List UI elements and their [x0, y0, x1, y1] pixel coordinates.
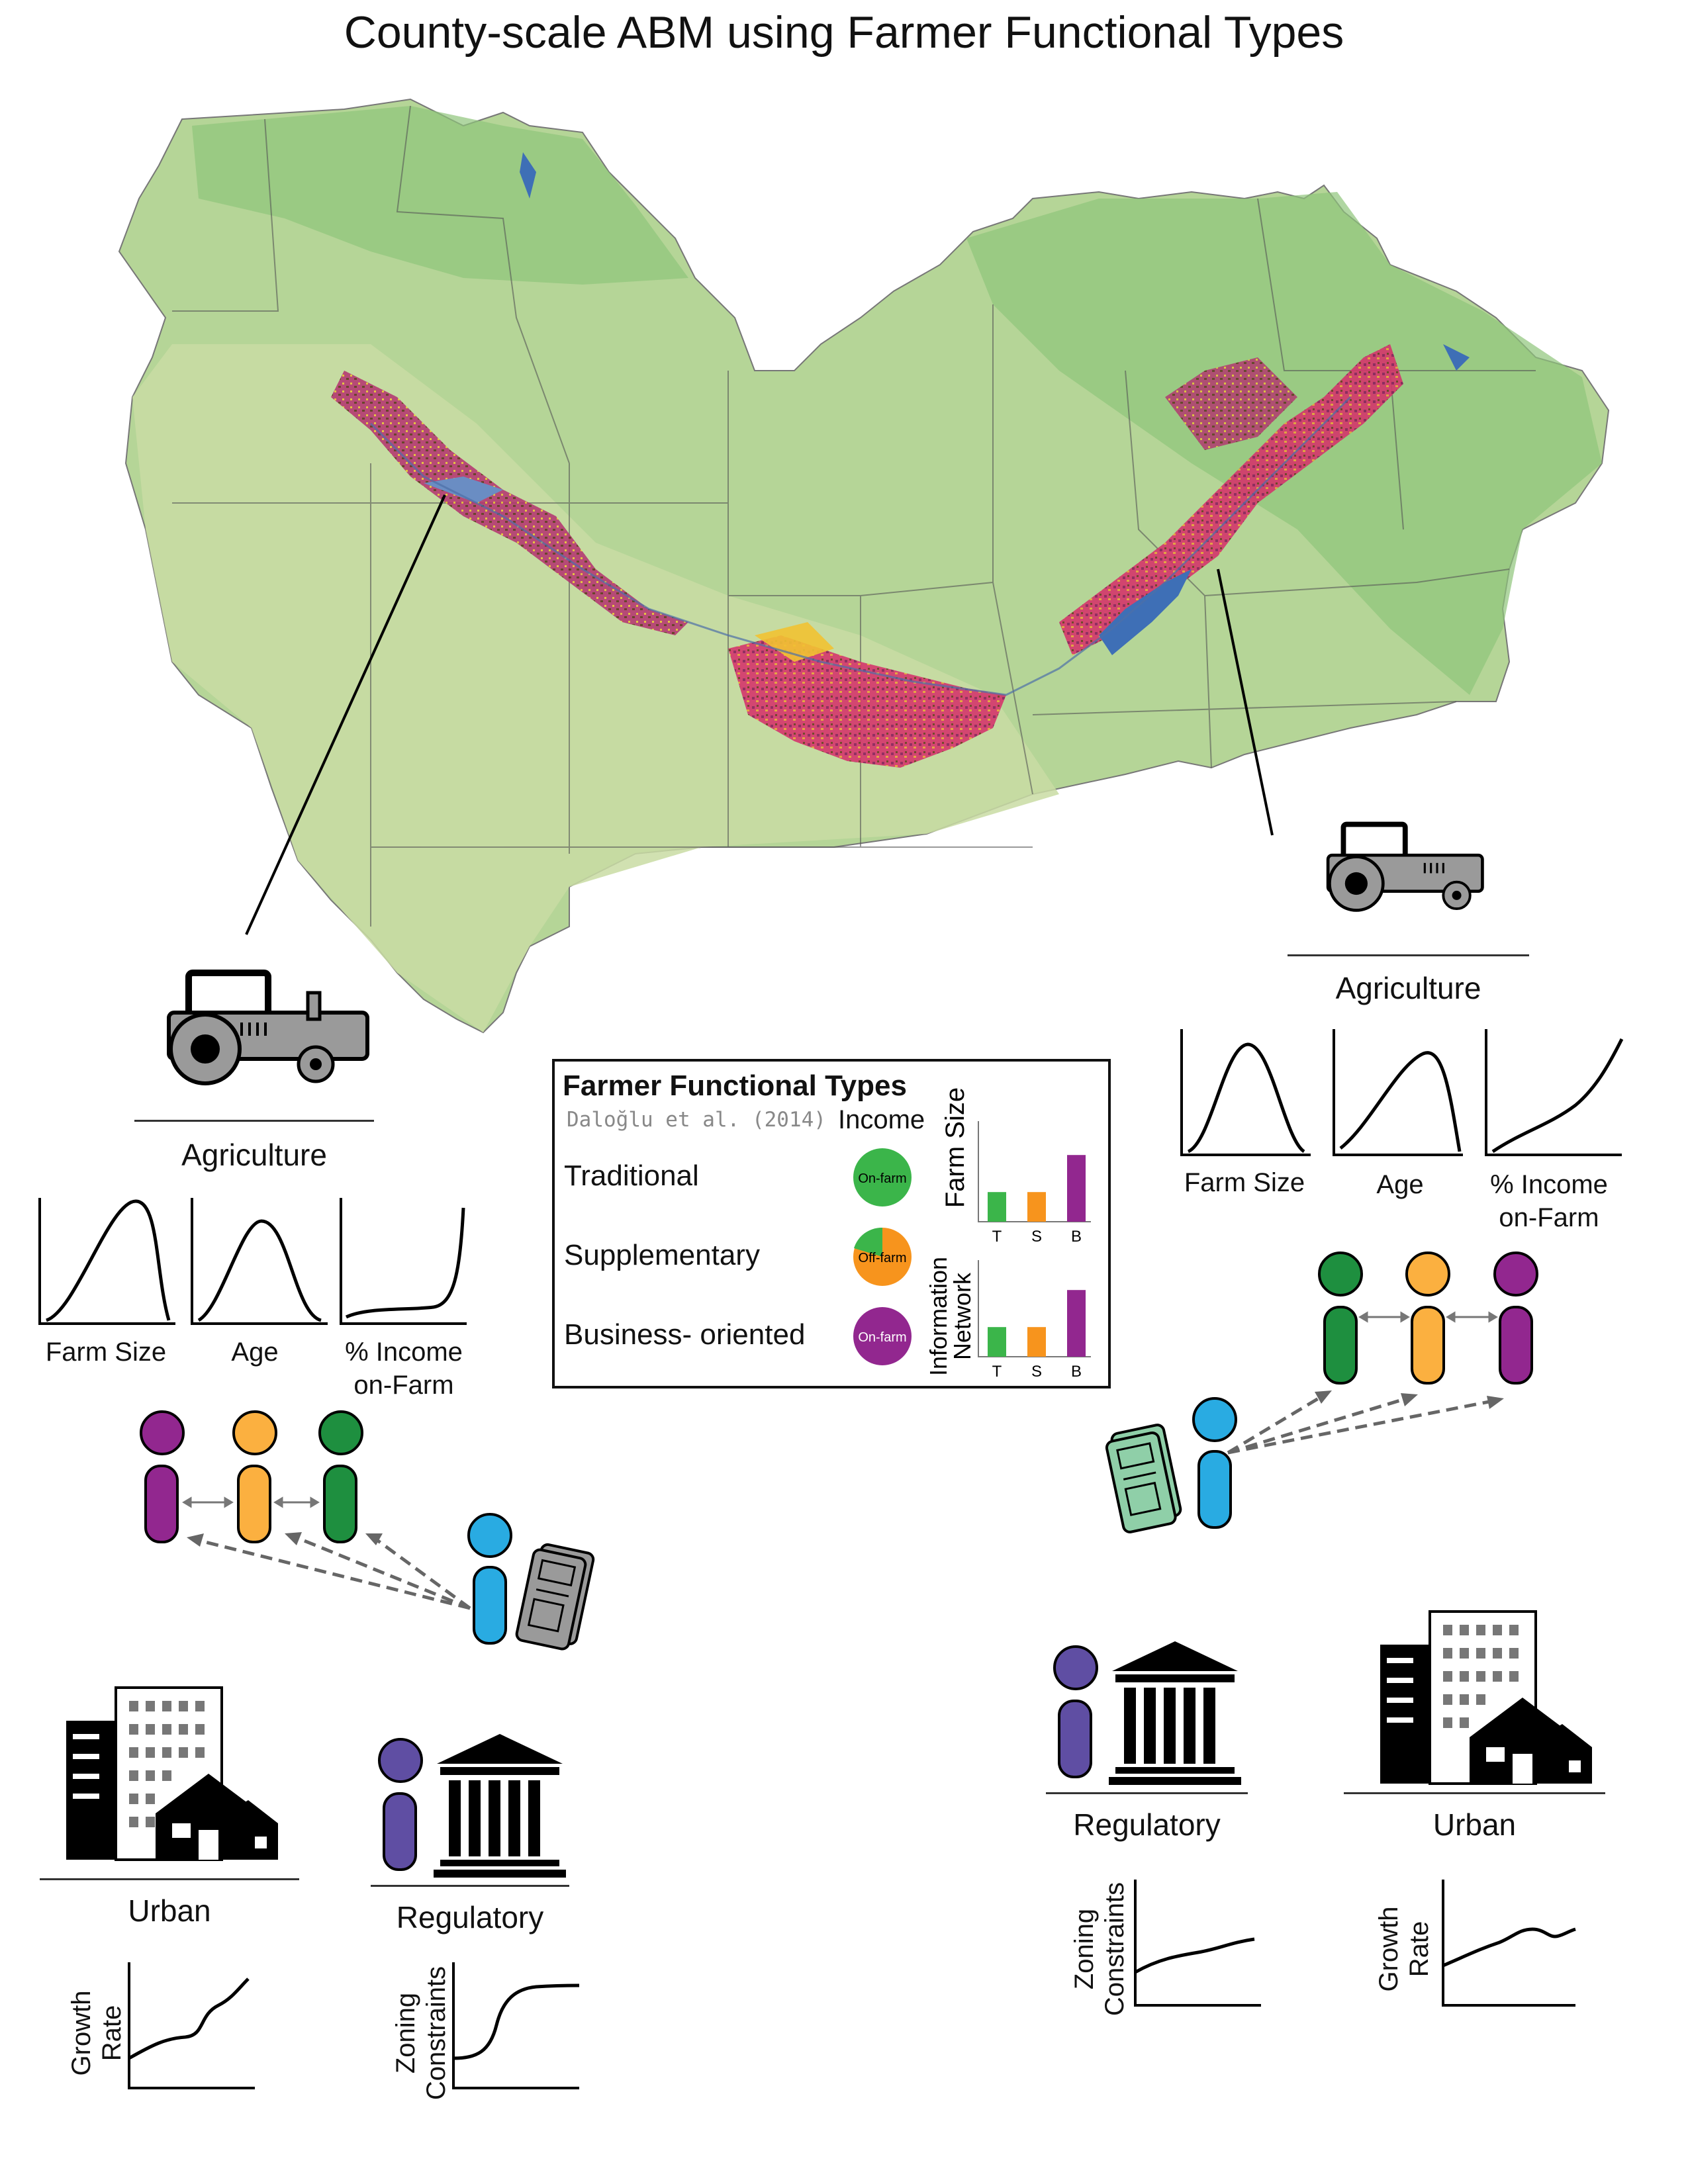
left-growth-axis-label: Growth Rate	[67, 1990, 126, 2076]
divider	[40, 1878, 299, 1880]
left-growth-plot	[128, 1962, 255, 2089]
bar-tick-B: B	[1071, 1228, 1082, 1246]
info-agent-icon	[1192, 1397, 1237, 1529]
page-title: County-scale ABM using Farmer Functional…	[344, 7, 1344, 58]
right-agriculture-plots	[1180, 1029, 1624, 1156]
map-forest-north	[192, 106, 688, 285]
bar-B	[1067, 1290, 1086, 1357]
left-agriculture-label: Agriculture	[181, 1138, 327, 1172]
divider	[1344, 1792, 1605, 1794]
map-ag-belt-east	[1059, 344, 1403, 655]
info-agent-icon	[467, 1513, 512, 1645]
right-growth-axis-label: Growth Rate	[1374, 1906, 1434, 1992]
pie-label-traditional: On-farm	[858, 1171, 906, 1186]
farmer-traditional-icon	[1318, 1251, 1363, 1385]
pie-label-supplementary: Off-farm	[859, 1251, 907, 1265]
divider	[1046, 1792, 1248, 1794]
right-plot-label-age: Age	[1376, 1170, 1424, 1199]
map-ag-belt-west	[331, 371, 688, 635]
legend-type-business: Business- oriented	[564, 1318, 806, 1351]
legend-citation: Daloğlu et al. (2014)	[567, 1108, 826, 1132]
callout-line-right	[1217, 569, 1274, 836]
legend-income-pies: On-farm Off-farm On-farm	[853, 1148, 912, 1365]
legend-type-supplementary: Supplementary	[564, 1239, 760, 1271]
legend-type-traditional: Traditional	[564, 1160, 699, 1192]
farmer-supplementary-icon	[232, 1410, 277, 1543]
farmer-business-icon	[1493, 1251, 1538, 1385]
courthouse-icon	[1109, 1641, 1241, 1785]
callout-line-left	[245, 494, 446, 935]
right-agriculture-label: Agriculture	[1335, 971, 1481, 1005]
legend-income-header: Income	[838, 1105, 925, 1134]
income-pie-supplementary	[853, 1227, 912, 1286]
bar-chart-1-bars	[988, 1155, 1086, 1222]
bar-tick-T: T	[992, 1363, 1002, 1381]
right-plot-label-farm-size: Farm Size	[1184, 1168, 1305, 1197]
regulatory-icon	[1053, 1641, 1241, 1785]
right-info-flow	[1105, 1390, 1504, 1533]
newspaper-icon	[515, 1543, 595, 1651]
bar-chart-2-bars	[988, 1290, 1086, 1357]
map-lake	[1099, 569, 1192, 655]
left-regulatory-label: Regulatory	[396, 1900, 544, 1934]
right-regulatory-label: Regulatory	[1073, 1807, 1221, 1842]
newspaper-icon	[1105, 1424, 1182, 1533]
farmer-supplementary-icon	[1405, 1251, 1450, 1385]
bar-chart-2-ylabel-2: Network	[949, 1272, 976, 1360]
urban-buildings-icon	[66, 1686, 278, 1861]
bar-B	[1067, 1155, 1086, 1222]
bar-tick-S: S	[1031, 1228, 1042, 1246]
courthouse-icon	[434, 1734, 566, 1878]
farmer-traditional-icon	[318, 1410, 363, 1543]
map-plains	[132, 344, 1059, 1032]
legend-title: Farmer Functional Types	[563, 1069, 907, 1102]
bar-chart-1-ylabel: Farm Size	[941, 1087, 970, 1208]
left-plot-label-age: Age	[231, 1338, 279, 1367]
left-zoning-axis-label: Zoning Constraints	[391, 1966, 451, 2101]
right-urban-label: Urban	[1432, 1807, 1517, 1842]
left-info-flow	[187, 1513, 595, 1651]
left-zoning-plot	[452, 1962, 580, 2089]
pie-label-business: On-farm	[858, 1330, 906, 1345]
divider	[371, 1885, 569, 1887]
divider	[1288, 954, 1529, 956]
right-farmer-network	[1318, 1251, 1538, 1385]
right-zoning-plot	[1134, 1880, 1261, 2007]
bar-S	[1027, 1192, 1046, 1222]
right-growth-plot	[1442, 1880, 1576, 2007]
right-plot-label-income: % Income on-Farm	[1490, 1170, 1608, 1232]
tractor-icon	[167, 970, 369, 1085]
income-pie-business	[853, 1307, 912, 1365]
regulatory-icon	[378, 1734, 566, 1878]
map-ag-belt-central	[728, 635, 1006, 768]
left-plot-label-income: % Income on-Farm	[345, 1338, 463, 1400]
left-farmer-network	[140, 1410, 363, 1543]
bar-tick-B: B	[1071, 1363, 1082, 1381]
left-agriculture-plots	[38, 1198, 467, 1325]
bar-tick-S: S	[1031, 1363, 1042, 1381]
farmer-business-icon	[140, 1410, 185, 1543]
bar-chart-2-ylabel-1: Information	[925, 1257, 952, 1376]
tractor-icon	[1326, 821, 1484, 912]
left-plot-label-farm-size: Farm Size	[45, 1338, 167, 1367]
income-pie-traditional	[853, 1148, 912, 1206]
divider	[134, 1120, 374, 1122]
regulator-person-icon	[378, 1738, 423, 1871]
left-urban-label: Urban	[128, 1893, 211, 1928]
bar-T	[988, 1192, 1006, 1222]
bar-tick-T: T	[992, 1228, 1002, 1246]
farmer-types-legend: Farmer Functional Types Daloğlu et al. (…	[552, 1059, 1111, 1388]
right-zoning-axis-label: Zoning Constraints	[1070, 1882, 1129, 2017]
bar-T	[988, 1327, 1006, 1357]
map-river	[369, 396, 1352, 696]
urban-buildings-icon	[1380, 1610, 1592, 1785]
bar-S	[1027, 1327, 1046, 1357]
legend-bar-charts: Farm Size T S B Information Network T S B	[925, 1087, 1091, 1381]
regulator-person-icon	[1053, 1645, 1098, 1778]
